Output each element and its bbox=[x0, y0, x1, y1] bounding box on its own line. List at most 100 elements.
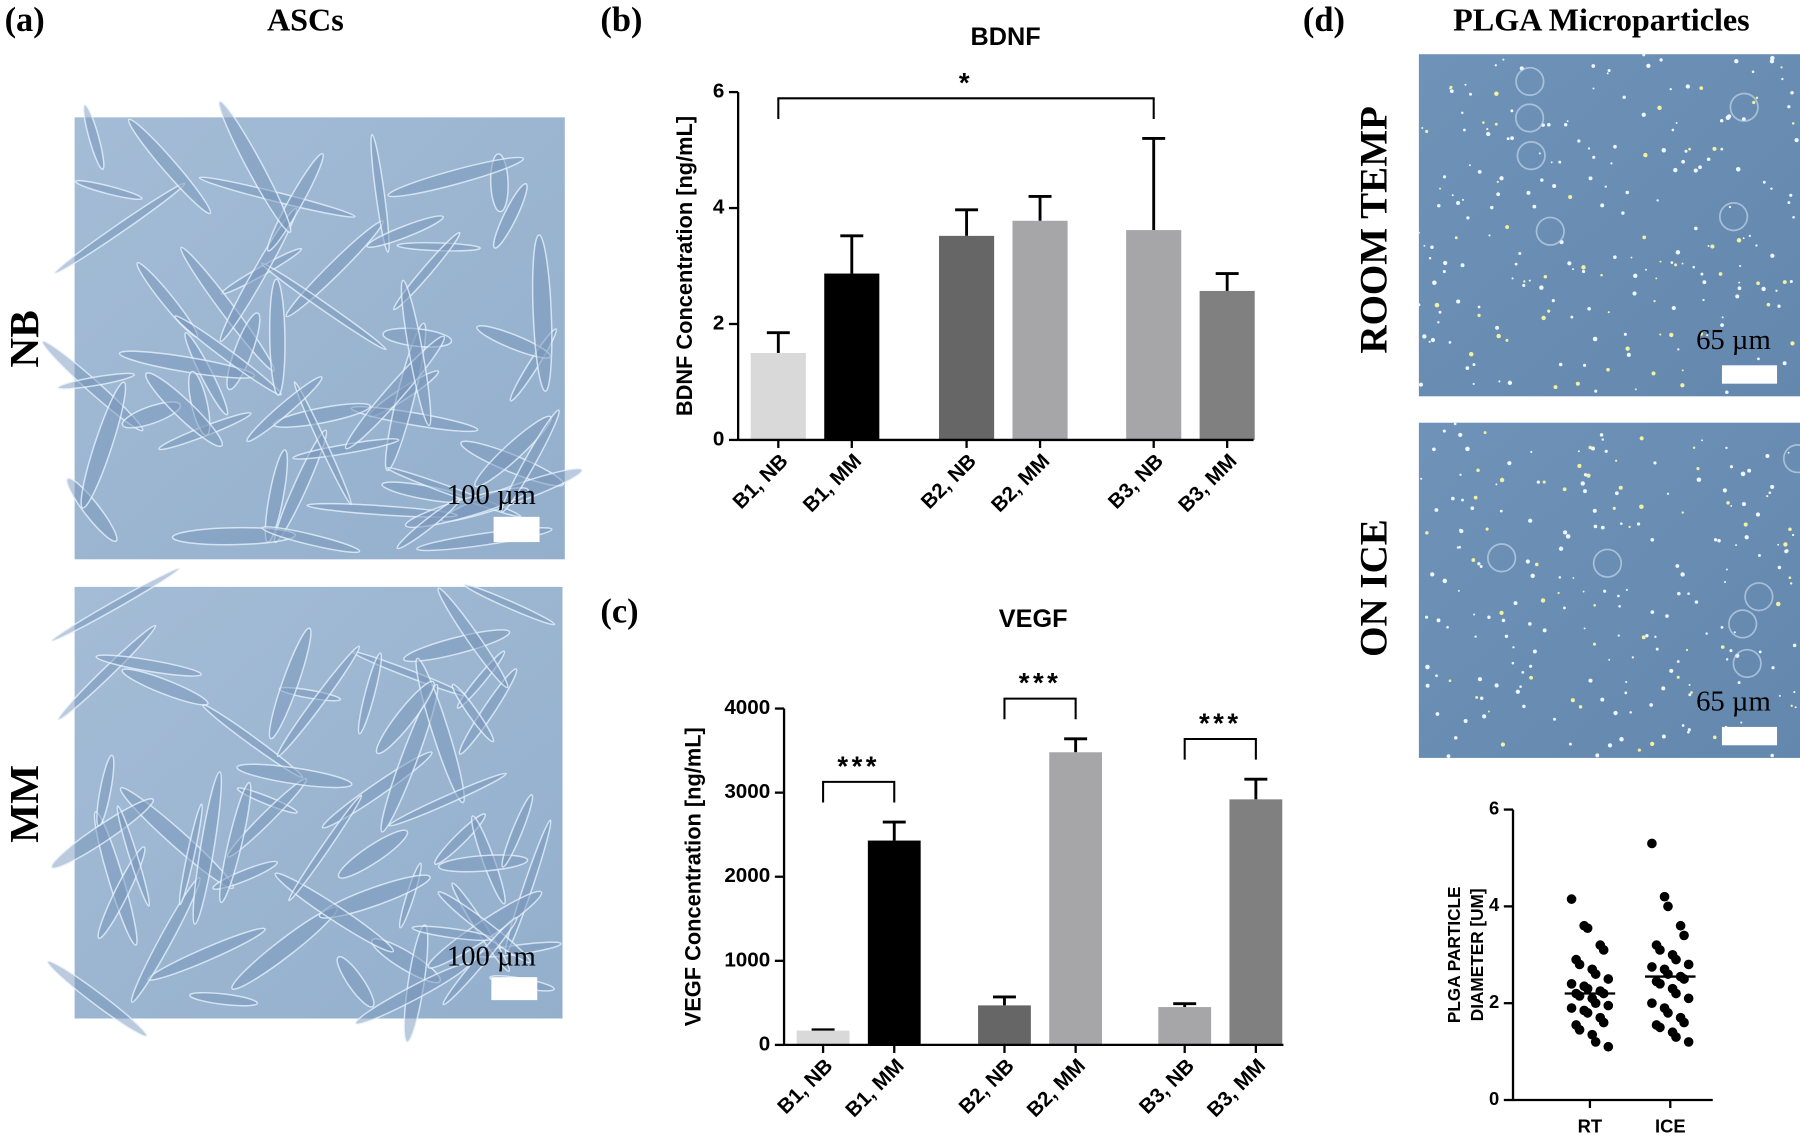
particle bbox=[1656, 199, 1659, 202]
y-tick-label: 4 bbox=[713, 195, 725, 218]
particle bbox=[1430, 245, 1434, 250]
data-point bbox=[1574, 1024, 1585, 1035]
cell bbox=[246, 376, 323, 443]
particle bbox=[1420, 477, 1423, 480]
particle bbox=[1748, 234, 1751, 238]
particle bbox=[1669, 332, 1674, 338]
particle bbox=[1473, 495, 1478, 500]
particle bbox=[1513, 601, 1518, 606]
cell bbox=[268, 278, 286, 396]
micrograph bbox=[1417, 53, 1800, 397]
data-point bbox=[1663, 901, 1673, 912]
particle bbox=[1587, 147, 1591, 150]
cell bbox=[387, 156, 525, 198]
cell bbox=[74, 179, 143, 201]
particle bbox=[1681, 724, 1685, 727]
particle bbox=[1428, 256, 1432, 260]
particle bbox=[1752, 100, 1756, 105]
particle bbox=[1583, 473, 1588, 477]
particle bbox=[1626, 352, 1631, 357]
particle bbox=[1428, 340, 1431, 343]
particle bbox=[1543, 274, 1548, 279]
particle bbox=[1454, 736, 1458, 740]
cell bbox=[46, 960, 148, 1037]
particle bbox=[1525, 559, 1530, 564]
y-tick-label: 0 bbox=[713, 427, 725, 450]
particle bbox=[1485, 527, 1489, 531]
particle bbox=[1794, 138, 1799, 143]
significance-bracket bbox=[1183, 737, 1257, 760]
particle bbox=[1448, 679, 1452, 683]
particle bbox=[1671, 128, 1675, 132]
particle bbox=[1789, 582, 1793, 585]
particle bbox=[1661, 148, 1667, 153]
particle bbox=[1653, 461, 1657, 465]
particle bbox=[1479, 565, 1483, 569]
particle bbox=[1613, 255, 1617, 259]
particle bbox=[1541, 315, 1546, 321]
x-tick-label: B2, NB bbox=[917, 449, 981, 513]
particle bbox=[1608, 658, 1611, 661]
particle bbox=[1654, 635, 1657, 638]
particle bbox=[1486, 131, 1491, 137]
particle bbox=[1729, 92, 1759, 122]
data-point bbox=[1671, 988, 1681, 999]
y-tick-label: 3000 bbox=[724, 780, 770, 803]
particle bbox=[1730, 504, 1733, 507]
particle bbox=[1477, 313, 1481, 318]
particle bbox=[1720, 147, 1724, 151]
y-axis-label: BDNF Concentration [ng/mL] bbox=[672, 116, 697, 416]
particle bbox=[1606, 367, 1610, 372]
particle bbox=[1788, 527, 1792, 532]
y-axis-label: VEGF Concentration [ng/mL] bbox=[680, 727, 705, 1026]
scale-bar bbox=[1721, 726, 1778, 746]
particle bbox=[1690, 691, 1693, 694]
particle bbox=[1526, 190, 1531, 195]
cell bbox=[474, 415, 552, 488]
particle bbox=[1453, 422, 1457, 426]
particle bbox=[1528, 279, 1531, 282]
bar bbox=[1158, 1007, 1212, 1045]
particle bbox=[1529, 664, 1533, 668]
cell bbox=[437, 891, 532, 964]
y-tick-label: 6 bbox=[1489, 797, 1499, 818]
panel-label: (b) bbox=[600, 1, 642, 39]
particle bbox=[1494, 91, 1499, 96]
particle bbox=[1789, 193, 1793, 197]
cell bbox=[218, 100, 292, 234]
particle bbox=[1729, 465, 1734, 469]
row-label: NB bbox=[1, 310, 47, 367]
significance-label: *** bbox=[837, 750, 880, 781]
particle bbox=[1458, 545, 1462, 549]
particle bbox=[1593, 524, 1598, 529]
bar bbox=[750, 352, 806, 440]
particle bbox=[1464, 83, 1467, 86]
row-label: MM bbox=[1, 765, 47, 843]
particle bbox=[1634, 388, 1637, 391]
particle bbox=[1761, 286, 1766, 292]
particle bbox=[1603, 589, 1607, 593]
particle bbox=[1629, 711, 1632, 714]
particle bbox=[1615, 459, 1618, 462]
cell bbox=[121, 668, 209, 706]
particle bbox=[1787, 451, 1790, 454]
particle bbox=[1768, 491, 1772, 494]
particle bbox=[1528, 622, 1532, 626]
cell bbox=[392, 231, 461, 311]
particle bbox=[1675, 564, 1680, 568]
data-point bbox=[1647, 962, 1657, 972]
particle bbox=[1519, 685, 1522, 688]
significance-label: *** bbox=[1019, 667, 1062, 698]
particle bbox=[1518, 251, 1522, 255]
particle bbox=[1435, 712, 1440, 716]
particle bbox=[1588, 176, 1593, 181]
cell bbox=[318, 874, 431, 919]
particle bbox=[1532, 649, 1537, 654]
particle bbox=[1486, 127, 1489, 131]
particle bbox=[1463, 128, 1466, 132]
particle bbox=[1612, 506, 1616, 510]
data-point bbox=[1679, 930, 1689, 941]
particle bbox=[1701, 439, 1704, 442]
particle bbox=[1468, 351, 1474, 357]
data-point bbox=[1671, 1032, 1681, 1042]
